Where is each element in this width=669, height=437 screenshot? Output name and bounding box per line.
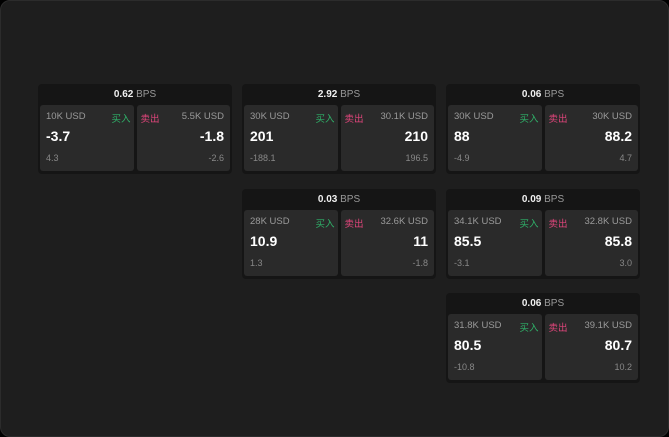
sell-panel[interactable]: 卖出 32.8K USD 85.8 3.0 xyxy=(544,210,638,276)
bid-price: 85.5 xyxy=(454,233,482,249)
buy-label[interactable]: 买入 xyxy=(111,114,131,125)
bid-size: 10K USD xyxy=(46,111,86,122)
buy-label[interactable]: 买入 xyxy=(519,114,539,125)
ask-change: -2.6 xyxy=(208,153,224,163)
buy-label[interactable]: 买入 xyxy=(519,219,539,230)
spread-value: 0.06 xyxy=(521,89,542,100)
bid-change: 1.3 xyxy=(250,258,263,268)
bid-change: -188.1 xyxy=(250,153,276,163)
ask-price: 210 xyxy=(404,128,428,144)
ask-price: -1.8 xyxy=(199,128,224,144)
ask-price: 88.2 xyxy=(604,128,632,144)
spread-value: 0.03 xyxy=(317,194,338,205)
bid-size: 31.8K USD xyxy=(454,320,502,331)
buy-label[interactable]: 买入 xyxy=(519,323,539,334)
bid-price: 10.9 xyxy=(250,233,278,249)
buy-panel[interactable]: 34.1K USD 买入 85.5 -3.1 xyxy=(448,210,542,276)
ask-change: 4.7 xyxy=(619,153,632,163)
bid-change: 4.3 xyxy=(46,153,59,163)
bid-price: 80.5 xyxy=(454,337,482,353)
spread-unit: BPS xyxy=(544,194,565,205)
bid-change: -3.1 xyxy=(454,258,470,268)
spread-unit: BPS xyxy=(544,89,565,100)
ask-change: 10.2 xyxy=(614,362,632,372)
spread-header: 0.62 BPS xyxy=(38,84,232,105)
ask-price: 85.8 xyxy=(604,233,632,249)
sell-panel[interactable]: 卖出 39.1K USD 80.7 10.2 xyxy=(544,314,638,380)
buy-panel[interactable]: 28K USD 买入 10.9 1.3 xyxy=(244,210,338,276)
quote-card: 0.06 BPS 30K USD 买入 88 -4.9 卖出 30K USD 8… xyxy=(446,84,640,174)
spread-header: 0.09 BPS xyxy=(446,189,640,210)
quote-card: 0.62 BPS 10K USD 买入 -3.7 4.3 卖出 5.5K USD… xyxy=(38,84,232,174)
spread-unit: BPS xyxy=(340,194,361,205)
bid-size: 30K USD xyxy=(454,111,494,122)
ask-size: 32.8K USD xyxy=(584,216,632,227)
spread-unit: BPS xyxy=(544,298,565,309)
bid-price: 201 xyxy=(250,128,274,144)
ask-change: -1.8 xyxy=(412,258,428,268)
ask-price: 11 xyxy=(413,233,428,249)
ask-size: 39.1K USD xyxy=(584,320,632,331)
bid-change: -10.8 xyxy=(454,362,475,372)
bid-price: -3.7 xyxy=(46,128,71,144)
spread-value: 0.09 xyxy=(521,194,542,205)
sell-panel[interactable]: 卖出 32.6K USD 11 -1.8 xyxy=(340,210,434,276)
ask-change: 196.5 xyxy=(405,153,428,163)
sell-label[interactable]: 卖出 xyxy=(548,323,568,334)
spread-header: 0.06 BPS xyxy=(446,84,640,105)
spread-value: 0.62 xyxy=(113,89,134,100)
buy-label[interactable]: 买入 xyxy=(315,219,335,230)
spread-header: 0.03 BPS xyxy=(242,189,436,210)
buy-panel[interactable]: 10K USD 买入 -3.7 4.3 xyxy=(40,105,134,171)
buy-panel[interactable]: 30K USD 买入 88 -4.9 xyxy=(448,105,542,171)
ask-size: 30.1K USD xyxy=(380,111,428,122)
bid-change: -4.9 xyxy=(454,153,470,163)
quote-card: 2.92 BPS 30K USD 买入 201 -188.1 卖出 30.1K … xyxy=(242,84,436,174)
quote-card: 0.06 BPS 31.8K USD 买入 80.5 -10.8 卖出 39.1… xyxy=(446,293,640,383)
sell-label[interactable]: 卖出 xyxy=(548,114,568,125)
sell-label[interactable]: 卖出 xyxy=(344,114,364,125)
quote-card: 0.03 BPS 28K USD 买入 10.9 1.3 卖出 32.6K US… xyxy=(242,189,436,279)
sell-panel[interactable]: 卖出 30.1K USD 210 196.5 xyxy=(340,105,434,171)
bid-size: 30K USD xyxy=(250,111,290,122)
quote-card: 0.09 BPS 34.1K USD 买入 85.5 -3.1 卖出 32.8K… xyxy=(446,189,640,279)
buy-panel[interactable]: 30K USD 买入 201 -188.1 xyxy=(244,105,338,171)
spread-header: 2.92 BPS xyxy=(242,84,436,105)
sell-label[interactable]: 卖出 xyxy=(548,219,568,230)
ask-size: 30K USD xyxy=(592,111,632,122)
sell-label[interactable]: 卖出 xyxy=(344,219,364,230)
ask-price: 80.7 xyxy=(604,337,632,353)
ask-size: 5.5K USD xyxy=(181,111,224,122)
sell-panel[interactable]: 卖出 30K USD 88.2 4.7 xyxy=(544,105,638,171)
spread-value: 0.06 xyxy=(521,298,542,309)
ask-size: 32.6K USD xyxy=(380,216,428,227)
bid-size: 28K USD xyxy=(250,216,290,227)
buy-panel[interactable]: 31.8K USD 买入 80.5 -10.8 xyxy=(448,314,542,380)
buy-label[interactable]: 买入 xyxy=(315,114,335,125)
spread-value: 2.92 xyxy=(317,89,338,100)
bid-size: 34.1K USD xyxy=(454,216,502,227)
spread-header: 0.06 BPS xyxy=(446,293,640,314)
bid-price: 88 xyxy=(454,128,470,144)
ask-change: 3.0 xyxy=(619,258,632,268)
spread-unit: BPS xyxy=(340,89,361,100)
sell-label[interactable]: 卖出 xyxy=(140,114,160,125)
spread-unit: BPS xyxy=(136,89,157,100)
sell-panel[interactable]: 卖出 5.5K USD -1.8 -2.6 xyxy=(136,105,230,171)
